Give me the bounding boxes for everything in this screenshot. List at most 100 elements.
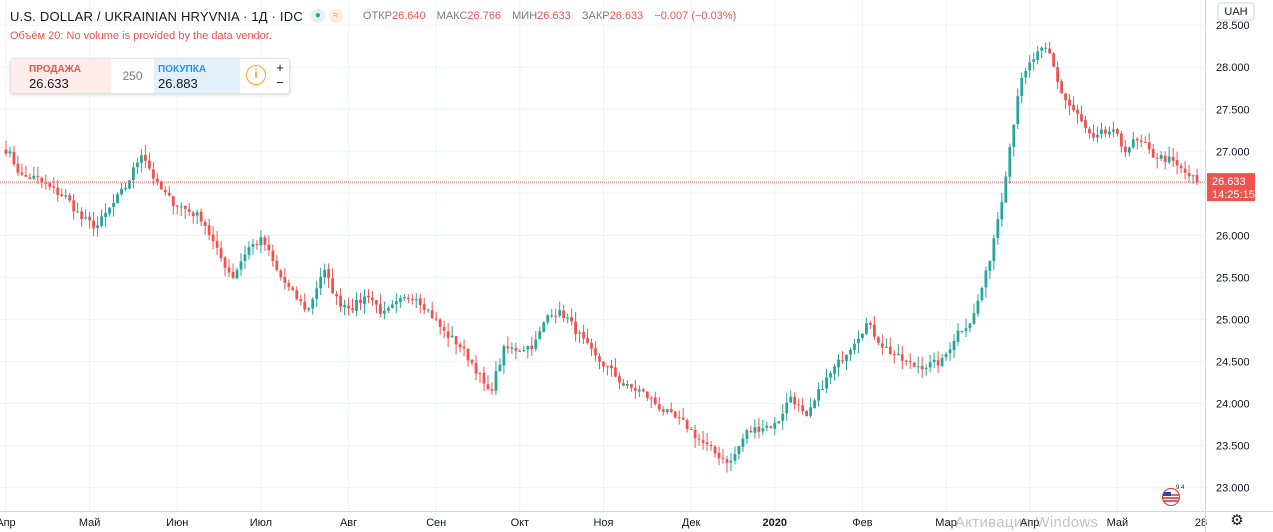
candle-body	[331, 278, 335, 294]
candle-body	[243, 254, 247, 261]
candle-body	[904, 360, 908, 362]
candle-body	[1179, 165, 1183, 169]
candle-body	[526, 345, 530, 350]
candle-body	[120, 188, 123, 195]
windows-watermark: Активация Windows	[955, 514, 1099, 531]
y-tick-label: 28.500	[1216, 20, 1250, 32]
candle-body	[231, 271, 235, 279]
candle-body	[896, 353, 900, 356]
candle-body	[498, 364, 502, 372]
candle-body	[494, 371, 498, 391]
symbol-title[interactable]: U.S. DOLLAR / UKRAINIAN HRYVNIA · 1Д · I…	[10, 8, 303, 24]
candle-body	[610, 365, 613, 369]
candle-body	[446, 331, 450, 338]
y-tick-label: 27.500	[1216, 104, 1250, 116]
candle-body	[813, 400, 817, 409]
candle-body	[430, 310, 434, 318]
candle-body	[789, 396, 793, 403]
info-icon[interactable]: i	[246, 65, 266, 85]
candle-body	[741, 438, 745, 447]
candle-body	[454, 336, 458, 345]
candle-body	[657, 404, 661, 410]
open-label: ОТКР	[362, 10, 392, 22]
candle-body	[876, 337, 880, 343]
currency-label: UAH	[1224, 6, 1247, 18]
candle-body	[761, 428, 765, 432]
candle-body	[76, 211, 80, 213]
candle-body	[614, 367, 617, 377]
low-label: МИН	[512, 10, 538, 22]
candle-body	[235, 269, 239, 279]
market-status-icon[interactable]: ●	[310, 9, 325, 23]
candle-body	[466, 349, 470, 361]
x-tick-label: Дек	[682, 517, 701, 529]
candle-body	[777, 421, 781, 424]
candle-body	[765, 425, 769, 428]
candle-body	[964, 328, 968, 331]
chart-grid	[0, 0, 1205, 511]
candle-body	[801, 405, 805, 412]
candle-body	[486, 384, 490, 390]
candle-body	[968, 323, 972, 329]
candle-body	[665, 409, 669, 413]
candle-body	[1020, 77, 1024, 97]
candle-body	[578, 332, 581, 334]
candle-body	[151, 169, 155, 179]
candle-body	[4, 149, 8, 154]
candle-body	[211, 234, 215, 242]
candle-body	[1024, 71, 1028, 78]
high-label: МАКС	[436, 10, 468, 22]
x-tick-label: Май	[79, 517, 101, 529]
candle-body	[1096, 134, 1099, 138]
candle-body	[207, 225, 211, 236]
candle-body	[1108, 131, 1111, 135]
data-delay-icon[interactable]: ≈	[328, 9, 343, 23]
candle-body	[637, 389, 641, 392]
candle-body	[932, 359, 936, 362]
candle-body	[534, 339, 538, 349]
buy-button[interactable]: ПОКУПКА 26.883	[154, 59, 240, 93]
candle-body	[92, 220, 96, 229]
candle-body	[853, 344, 856, 351]
candle-body	[1080, 114, 1083, 121]
candle-body	[16, 163, 20, 173]
sell-button[interactable]: ПРОДАЖА 26.633	[11, 59, 111, 93]
candle-body	[88, 216, 92, 221]
gear-icon[interactable]: ⚙	[1230, 512, 1244, 529]
candle-body	[251, 244, 255, 248]
candle-body	[952, 340, 956, 351]
candle-body	[323, 269, 327, 278]
y-tick-label: 23.500	[1216, 440, 1250, 452]
candle-body	[247, 246, 251, 255]
minus-icon[interactable]: −	[276, 75, 284, 90]
candle-body	[1159, 155, 1163, 159]
ohlc-values: ОТКР26.640 МАКС26.766 МИН26.633 ЗАКР26.6…	[363, 10, 744, 22]
candle-body	[868, 323, 872, 325]
candle-body	[450, 335, 454, 338]
candle-body	[960, 330, 964, 332]
candle-body	[1151, 148, 1155, 158]
candle-body	[283, 276, 287, 283]
candle-body	[422, 304, 426, 311]
candle-body	[900, 354, 904, 361]
candle-body	[920, 365, 924, 370]
spread-value: 250	[122, 69, 143, 83]
candle-body	[40, 177, 44, 182]
candle-body	[363, 296, 366, 304]
plus-icon[interactable]: +	[276, 60, 284, 75]
candle-body	[159, 181, 163, 190]
candle-body	[1060, 81, 1063, 94]
candle-body	[478, 373, 482, 375]
candle-body	[785, 402, 789, 414]
candle-body	[1100, 129, 1103, 134]
us-flag-icon[interactable]: 9 4	[1158, 484, 1184, 506]
candle-body	[140, 155, 143, 163]
candle-body	[383, 310, 386, 314]
last-price-badge	[1207, 173, 1255, 202]
candle-body	[725, 459, 729, 463]
candle-body	[1000, 201, 1004, 220]
candle-body	[335, 294, 338, 297]
candle-body	[438, 319, 442, 327]
candle-body	[705, 442, 709, 445]
